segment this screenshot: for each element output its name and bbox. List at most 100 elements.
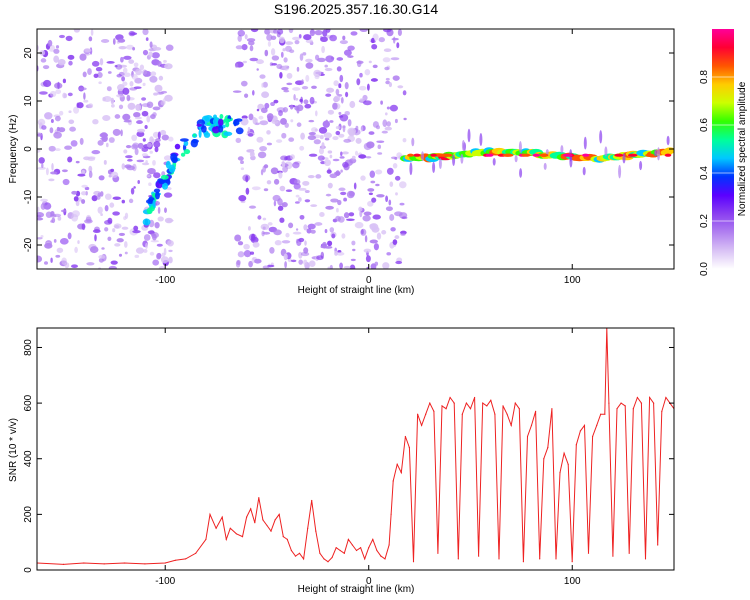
spectrogram-x-tick-label: -100	[155, 275, 175, 286]
noise-cell	[55, 45, 60, 49]
noise-cell	[395, 192, 398, 196]
noise-cell	[157, 131, 161, 140]
snr-point	[437, 552, 439, 554]
noise-cell	[388, 82, 393, 88]
noise-cell	[252, 90, 255, 96]
noise-cell	[123, 216, 127, 221]
snr-point	[229, 527, 231, 529]
noise-cell	[280, 117, 287, 125]
spectrogram-marks	[37, 29, 674, 269]
noise-cell	[83, 156, 91, 161]
noise-cell	[95, 66, 103, 72]
snr-point	[465, 402, 467, 404]
snr-point	[486, 405, 488, 407]
noise-cell	[64, 262, 70, 269]
noise-cell	[121, 226, 129, 230]
noise-cell	[81, 169, 86, 174]
carrier-sidelobe	[492, 157, 496, 166]
noise-cell	[381, 230, 387, 235]
noise-cell	[135, 247, 145, 254]
noise-cell	[133, 62, 139, 68]
noise-cell	[376, 232, 382, 240]
noise-cell	[41, 125, 47, 130]
noise-cell	[343, 138, 352, 143]
noise-cell	[137, 142, 144, 149]
noise-cell	[350, 31, 358, 36]
noise-cell	[286, 82, 293, 86]
colorbar-tick-label: 0.6	[699, 118, 710, 132]
noise-cell	[338, 111, 342, 115]
noise-cell	[68, 110, 72, 113]
noise-cell	[122, 87, 130, 95]
snr-point	[241, 536, 244, 538]
noise-cell	[55, 89, 62, 95]
noise-cell	[157, 206, 161, 214]
noise-cell	[91, 60, 100, 67]
noise-cell	[40, 203, 46, 210]
noise-cell	[94, 234, 97, 242]
snr-point	[246, 516, 248, 518]
noise-cell	[237, 29, 246, 37]
noise-cell	[98, 257, 104, 263]
snr-point	[636, 396, 639, 399]
noise-cell	[394, 175, 401, 181]
noise-cell	[152, 112, 157, 117]
noise-cell	[97, 206, 103, 214]
noise-cell	[314, 128, 318, 132]
snr-point	[274, 519, 276, 521]
noise-cell	[107, 71, 112, 74]
snr-point	[596, 424, 598, 426]
noise-cell	[306, 228, 312, 234]
snr-point	[506, 413, 508, 415]
noise-cell	[305, 62, 314, 69]
snr-point	[315, 530, 317, 532]
noise-cell	[273, 229, 282, 236]
noise-cell	[50, 210, 55, 217]
noise-cell	[142, 49, 149, 56]
noise-cell	[117, 38, 126, 43]
noise-cell	[281, 132, 287, 139]
noise-cell	[338, 133, 345, 138]
noise-cell	[124, 241, 128, 248]
blob-cell	[233, 118, 240, 126]
snr-point	[376, 549, 378, 552]
noise-cell	[351, 240, 356, 246]
noise-cell	[248, 260, 253, 268]
blob-cell	[153, 188, 161, 193]
noise-cell	[241, 115, 248, 120]
carrier-peak	[562, 153, 573, 157]
snr-point	[221, 516, 223, 518]
snr-point	[474, 396, 476, 399]
snr-point	[404, 435, 406, 438]
noise-cell	[152, 46, 162, 51]
noise-cell	[349, 100, 356, 109]
noise-cell	[139, 64, 145, 71]
noise-cell	[342, 35, 346, 41]
noise-cell	[248, 113, 254, 121]
noise-cell	[236, 259, 241, 266]
noise-cell	[152, 259, 160, 266]
snr-point	[583, 424, 586, 426]
noise-cell	[305, 74, 310, 82]
noise-cell	[164, 94, 173, 102]
noise-cell	[88, 170, 93, 179]
noise-cell	[237, 156, 244, 161]
noise-cell	[135, 103, 142, 111]
noise-cell	[385, 195, 389, 203]
noise-cell	[242, 60, 248, 64]
noise-cell	[369, 239, 378, 244]
noise-cell	[37, 255, 43, 263]
noise-cell	[370, 39, 376, 44]
noise-cell	[257, 215, 262, 220]
noise-cell	[375, 169, 383, 175]
noise-cell	[50, 171, 58, 175]
noise-cell	[154, 221, 160, 229]
noise-cell	[301, 79, 304, 85]
noise-cell	[65, 35, 73, 42]
blob-cell	[225, 121, 230, 128]
noise-cell	[354, 150, 359, 156]
noise-cell	[167, 219, 174, 222]
noise-cell	[112, 211, 120, 216]
noise-cell	[299, 98, 303, 103]
noise-cell	[74, 246, 78, 254]
